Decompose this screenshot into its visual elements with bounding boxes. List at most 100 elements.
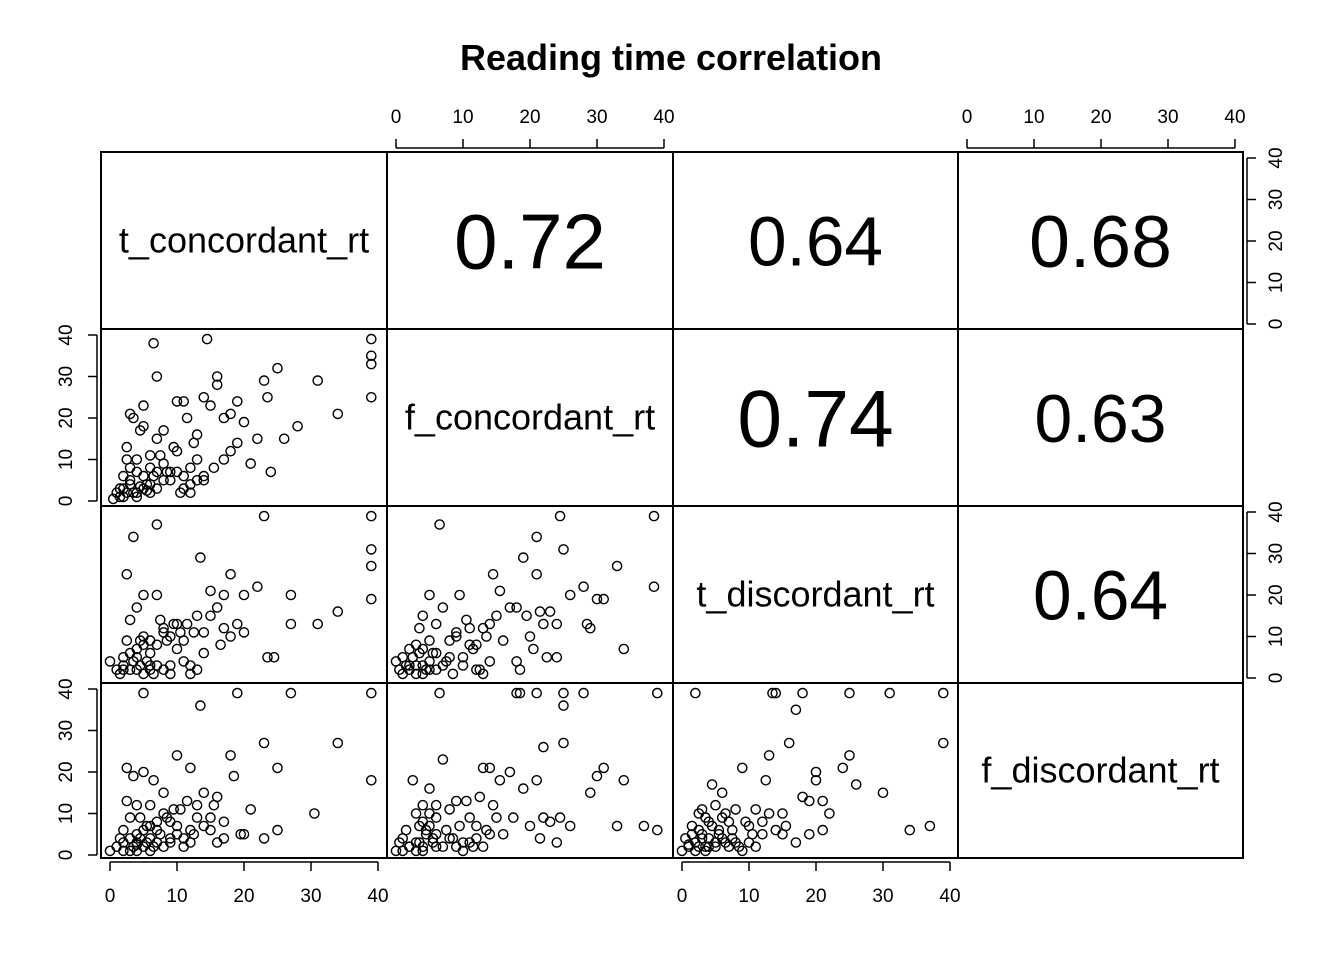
scatter-point xyxy=(124,614,136,626)
scatter-point xyxy=(538,741,549,753)
scatter-point xyxy=(205,824,216,836)
scatter-point xyxy=(158,474,169,486)
scatter-point xyxy=(365,358,377,370)
scatter-point xyxy=(201,333,213,345)
tick-label: 40 xyxy=(1266,147,1287,168)
scatter-point xyxy=(760,775,772,786)
tick-label: 10 xyxy=(166,886,187,907)
tick-label: 0 xyxy=(391,107,402,128)
scatter-point xyxy=(767,687,778,699)
scatter-point xyxy=(457,652,469,663)
scatter-point xyxy=(272,362,283,374)
scatter-point xyxy=(598,762,610,774)
scatter-point xyxy=(518,552,529,563)
scatter-point xyxy=(225,408,236,420)
scatter-point xyxy=(538,618,549,630)
scatter-point xyxy=(171,643,183,655)
scatter-point xyxy=(131,839,143,850)
scatter-point xyxy=(585,787,596,799)
scatter-point xyxy=(178,635,189,646)
scatter-point xyxy=(450,795,462,807)
scatter-point xyxy=(497,635,509,646)
scatter-point xyxy=(638,820,650,832)
scatter-point xyxy=(484,618,496,630)
scatter-point xyxy=(710,799,721,811)
scatter-point xyxy=(121,635,133,646)
scatter-point xyxy=(185,762,196,774)
scatter-point xyxy=(258,737,270,749)
scatter-point xyxy=(118,470,129,482)
variable-label-0: t_concordant_rt xyxy=(119,220,369,261)
scatter-point xyxy=(158,841,169,853)
scatter-point xyxy=(138,687,149,699)
scatter-point xyxy=(128,531,139,543)
scatter-point xyxy=(195,700,206,711)
tick-label: 10 xyxy=(1266,626,1287,647)
scatter-point xyxy=(757,816,768,828)
scatter-point xyxy=(720,808,731,819)
scatter-point xyxy=(531,569,543,580)
scatter-point xyxy=(770,824,782,836)
scatter-point xyxy=(171,466,183,478)
scatter-point xyxy=(365,350,377,362)
scatter-point xyxy=(564,820,576,832)
scatter-point xyxy=(824,808,835,819)
scatter-point xyxy=(924,820,936,832)
scatter-point xyxy=(211,379,223,391)
scatter-point xyxy=(238,627,250,638)
scatter-point xyxy=(268,652,280,663)
scatter-point xyxy=(407,775,419,786)
scatter-point xyxy=(144,450,156,461)
scatter-point xyxy=(158,808,169,819)
scatter-point xyxy=(430,812,442,823)
axes: 0 10 20 30 40 0 10 20 30 40 0 10 20 30 40 0 10 20 30 40 0 10 2… xyxy=(56,107,1287,907)
scatter-point xyxy=(611,820,623,832)
scatter-point xyxy=(541,652,553,663)
tick-label: 0 xyxy=(962,107,973,128)
scatter-point xyxy=(312,618,324,630)
scatter-point xyxy=(151,466,163,478)
scatter-point xyxy=(218,412,230,424)
tick-label: 40 xyxy=(56,678,77,699)
scatter-point xyxy=(511,602,522,613)
scatter-point xyxy=(134,635,146,646)
scatter-point xyxy=(410,668,422,680)
scatter-point xyxy=(164,837,176,848)
scatter-point xyxy=(131,491,143,503)
tick-label: 20 xyxy=(1266,230,1287,251)
scatter-point xyxy=(151,589,163,601)
scatter-point xyxy=(444,833,455,844)
scatter-point xyxy=(158,425,169,436)
scatter-point xyxy=(521,610,532,622)
scatter-point xyxy=(531,687,543,699)
scatter-point xyxy=(564,589,576,601)
tick-label: 40 xyxy=(939,886,960,907)
correlation-value: 0.72 xyxy=(454,198,606,286)
scatter-point xyxy=(737,762,748,774)
scatter-point xyxy=(763,750,775,761)
scatter-point xyxy=(763,808,775,819)
scatter-point xyxy=(245,804,256,815)
scatter-point xyxy=(178,396,189,407)
scatter-point xyxy=(168,804,179,815)
scatter-point xyxy=(904,824,916,836)
scatter-point xyxy=(397,833,409,844)
scatter-point xyxy=(491,610,502,622)
scatter-point xyxy=(757,829,768,840)
scatter-point xyxy=(524,631,536,642)
scatter-point xyxy=(138,766,149,778)
scatter-point xyxy=(524,820,536,832)
tick-label: 30 xyxy=(1157,107,1178,128)
scatter-point xyxy=(450,841,462,853)
scatter-point xyxy=(168,618,179,630)
scatter-point xyxy=(218,454,230,465)
scatter-point xyxy=(198,787,210,799)
scatter-point xyxy=(817,795,829,807)
scatter-point xyxy=(258,510,270,522)
scatter-point xyxy=(238,416,250,428)
scatter-point xyxy=(683,841,695,853)
scatter-point xyxy=(461,795,472,807)
scatter-point xyxy=(151,483,163,494)
tick-label: 30 xyxy=(1266,543,1287,564)
panel-grid: t_concordant_rt f_concordant_rt t_discorda… xyxy=(100,151,1244,859)
